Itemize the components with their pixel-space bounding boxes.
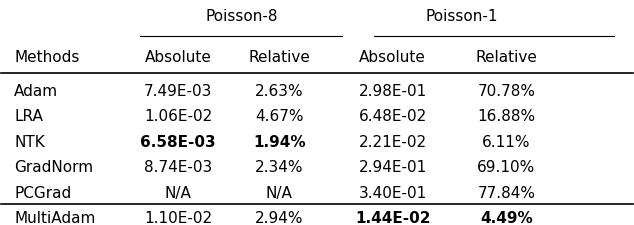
Text: 1.94%: 1.94% xyxy=(253,134,306,149)
Text: 1.44E-02: 1.44E-02 xyxy=(355,210,430,225)
Text: Absolute: Absolute xyxy=(145,50,212,65)
Text: 2.63%: 2.63% xyxy=(255,83,304,98)
Text: Relative: Relative xyxy=(248,50,310,65)
Text: Adam: Adam xyxy=(14,83,58,98)
Text: 1.06E-02: 1.06E-02 xyxy=(144,109,212,124)
Text: 6.11%: 6.11% xyxy=(482,134,531,149)
Text: 7.49E-03: 7.49E-03 xyxy=(144,83,212,98)
Text: Absolute: Absolute xyxy=(359,50,426,65)
Text: N/A: N/A xyxy=(165,185,191,200)
Text: Poisson-1: Poisson-1 xyxy=(426,9,498,24)
Text: 2.34%: 2.34% xyxy=(255,160,304,174)
Text: 4.49%: 4.49% xyxy=(480,210,533,225)
Text: 6.48E-02: 6.48E-02 xyxy=(359,109,427,124)
Text: 3.40E-01: 3.40E-01 xyxy=(359,185,427,200)
Text: 4.67%: 4.67% xyxy=(255,109,304,124)
Text: PCGrad: PCGrad xyxy=(14,185,71,200)
Text: N/A: N/A xyxy=(266,185,292,200)
Text: 8.74E-03: 8.74E-03 xyxy=(144,160,212,174)
Text: NTK: NTK xyxy=(14,134,45,149)
Text: 70.78%: 70.78% xyxy=(477,83,535,98)
Text: Methods: Methods xyxy=(14,50,79,65)
Text: 2.21E-02: 2.21E-02 xyxy=(359,134,427,149)
Text: MultiAdam: MultiAdam xyxy=(14,210,95,225)
Text: 2.98E-01: 2.98E-01 xyxy=(359,83,427,98)
Text: 2.94%: 2.94% xyxy=(255,210,304,225)
Text: 77.84%: 77.84% xyxy=(477,185,535,200)
Text: 2.94E-01: 2.94E-01 xyxy=(359,160,427,174)
Text: 69.10%: 69.10% xyxy=(477,160,536,174)
Text: 6.58E-03: 6.58E-03 xyxy=(140,134,216,149)
Text: Poisson-8: Poisson-8 xyxy=(205,9,278,24)
Text: LRA: LRA xyxy=(14,109,43,124)
Text: GradNorm: GradNorm xyxy=(14,160,93,174)
Text: 16.88%: 16.88% xyxy=(477,109,536,124)
Text: Relative: Relative xyxy=(476,50,537,65)
Text: 1.10E-02: 1.10E-02 xyxy=(144,210,212,225)
